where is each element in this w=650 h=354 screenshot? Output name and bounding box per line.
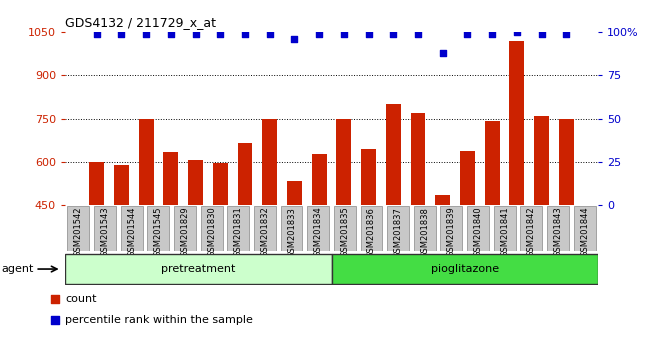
Text: GSM201831: GSM201831 [234, 207, 242, 257]
Point [116, 31, 127, 36]
Bar [89, 162, 104, 205]
Text: GSM201842: GSM201842 [527, 207, 536, 257]
Bar [510, 41, 525, 205]
FancyBboxPatch shape [254, 206, 276, 251]
Point [363, 31, 374, 36]
Point [240, 31, 250, 36]
Bar [237, 143, 252, 205]
Point [413, 31, 423, 36]
Point [437, 50, 448, 56]
Bar [287, 181, 302, 205]
Bar [559, 119, 574, 205]
Point [141, 31, 151, 36]
Bar [263, 119, 277, 205]
Bar [411, 113, 426, 205]
Point [265, 31, 275, 36]
Text: percentile rank within the sample: percentile rank within the sample [65, 315, 254, 325]
Text: GSM201834: GSM201834 [314, 207, 322, 257]
FancyBboxPatch shape [467, 206, 489, 251]
Text: agent: agent [1, 264, 34, 274]
FancyBboxPatch shape [94, 206, 116, 251]
FancyBboxPatch shape [414, 206, 436, 251]
Text: GSM201545: GSM201545 [154, 207, 162, 257]
FancyBboxPatch shape [68, 206, 89, 251]
FancyBboxPatch shape [361, 206, 382, 251]
Point [166, 31, 176, 36]
Text: GSM201836: GSM201836 [367, 207, 376, 258]
FancyBboxPatch shape [65, 254, 332, 284]
Point [337, 210, 348, 216]
Bar [163, 152, 178, 205]
FancyBboxPatch shape [494, 206, 515, 251]
Text: GDS4132 / 211729_x_at: GDS4132 / 211729_x_at [65, 16, 216, 29]
Text: GSM201838: GSM201838 [421, 207, 429, 258]
Text: GSM201844: GSM201844 [580, 207, 589, 257]
Text: GSM201835: GSM201835 [341, 207, 349, 257]
Text: GSM201841: GSM201841 [500, 207, 509, 257]
Point [339, 31, 349, 36]
Bar [485, 121, 500, 205]
Text: GSM201544: GSM201544 [127, 207, 136, 257]
Text: GSM201839: GSM201839 [447, 207, 456, 257]
FancyBboxPatch shape [174, 206, 196, 251]
FancyBboxPatch shape [332, 254, 598, 284]
Text: pioglitazone: pioglitazone [431, 264, 499, 274]
Bar [312, 154, 326, 205]
FancyBboxPatch shape [521, 206, 542, 251]
Bar [337, 119, 351, 205]
Text: GSM201832: GSM201832 [261, 207, 269, 257]
Text: GSM201829: GSM201829 [181, 207, 189, 257]
Point [289, 36, 300, 42]
Text: GSM201840: GSM201840 [474, 207, 482, 257]
Bar [534, 116, 549, 205]
Text: GSM201833: GSM201833 [287, 207, 296, 258]
FancyBboxPatch shape [227, 206, 249, 251]
Text: GSM201830: GSM201830 [207, 207, 216, 257]
FancyBboxPatch shape [334, 206, 356, 251]
Point [512, 29, 522, 35]
FancyBboxPatch shape [148, 206, 169, 251]
FancyBboxPatch shape [574, 206, 595, 251]
Text: count: count [65, 294, 97, 304]
FancyBboxPatch shape [201, 206, 222, 251]
Bar [188, 160, 203, 205]
Point [536, 31, 547, 36]
Point [487, 31, 497, 36]
Point [92, 31, 102, 36]
Text: pretreatment: pretreatment [161, 264, 235, 274]
Text: GSM201543: GSM201543 [101, 207, 109, 257]
FancyBboxPatch shape [281, 206, 302, 251]
Bar [361, 149, 376, 205]
Point [388, 31, 398, 36]
Point [337, 17, 348, 23]
Bar [386, 104, 400, 205]
Text: GSM201542: GSM201542 [74, 207, 83, 257]
Bar [138, 119, 153, 205]
Point [561, 31, 571, 36]
Bar [114, 165, 129, 205]
Text: GSM201843: GSM201843 [554, 207, 562, 257]
Bar [436, 195, 450, 205]
FancyBboxPatch shape [547, 206, 569, 251]
Point [190, 31, 201, 36]
FancyBboxPatch shape [441, 206, 462, 251]
Point [215, 31, 226, 36]
FancyBboxPatch shape [387, 206, 409, 251]
FancyBboxPatch shape [121, 206, 142, 251]
Bar [213, 164, 228, 205]
Point [314, 31, 324, 36]
Bar [460, 151, 475, 205]
Text: GSM201837: GSM201837 [394, 207, 402, 258]
FancyBboxPatch shape [307, 206, 329, 251]
Point [462, 31, 473, 36]
